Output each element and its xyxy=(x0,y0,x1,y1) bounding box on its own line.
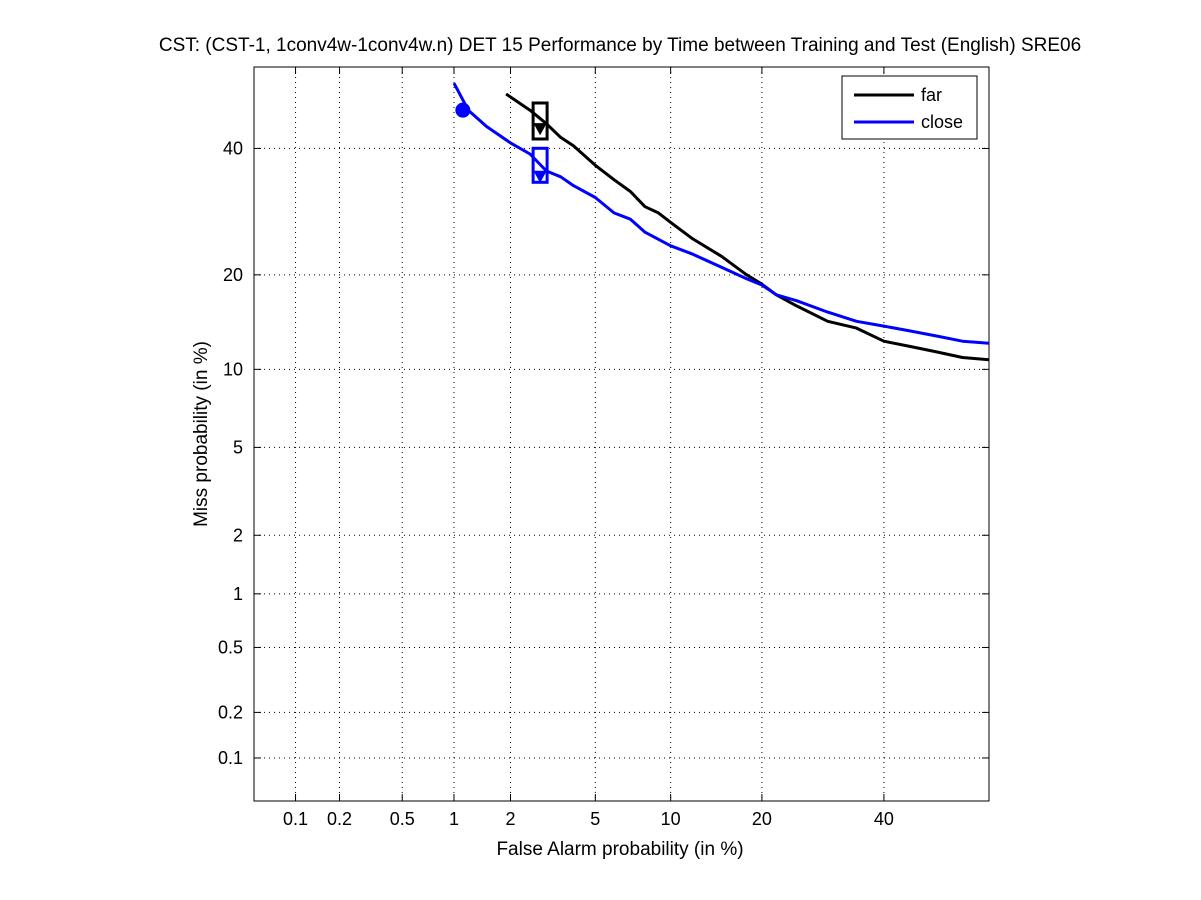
x-tick-label: 0.2 xyxy=(327,809,352,829)
x-tick-label: 10 xyxy=(661,809,681,829)
legend-label-far: far xyxy=(921,85,942,105)
min-marker-close xyxy=(455,102,471,118)
operating-marker-close xyxy=(533,170,547,183)
x-tick-label: 40 xyxy=(874,809,894,829)
y-tick-label: 5 xyxy=(233,437,243,457)
x-tick-label: 0.5 xyxy=(390,809,415,829)
legend-box xyxy=(841,75,978,140)
legend: far close xyxy=(841,75,978,140)
x-axis-ticks: 0.1 0.2 0.5 1 2 5 10 20 40 xyxy=(283,67,894,829)
y-tick-label: 20 xyxy=(223,265,243,285)
y-tick-label: 1 xyxy=(233,584,243,604)
y-axis-ticks: 0.1 0.2 0.5 1 2 5 10 20 40 xyxy=(218,138,989,768)
x-tick-label: 1 xyxy=(449,809,459,829)
y-tick-label: 10 xyxy=(223,359,243,379)
grid-lines xyxy=(254,67,989,801)
decision-marker-far xyxy=(531,101,549,141)
y-tick-label: 0.2 xyxy=(218,702,243,722)
plot-area-frame xyxy=(253,66,990,802)
operating-marker-far xyxy=(533,123,547,136)
x-axis-label: False Alarm probability (in %) xyxy=(496,839,743,860)
chart-title: CST: (CST-1, 1conv4w-1conv4w.n) DET 15 P… xyxy=(159,35,1081,56)
legend-label-close: close xyxy=(921,112,963,132)
x-tick-label: 20 xyxy=(752,809,772,829)
series-line-far xyxy=(505,92,989,362)
y-tick-label: 2 xyxy=(233,525,243,545)
y-tick-label: 0.5 xyxy=(218,637,243,657)
y-axis-label: Miss probability (in %) xyxy=(191,341,212,527)
y-tick-label: 0.1 xyxy=(218,748,243,768)
x-tick-label: 2 xyxy=(506,809,516,829)
x-tick-label: 5 xyxy=(590,809,600,829)
x-tick-label: 0.1 xyxy=(283,809,308,829)
y-tick-label: 40 xyxy=(223,138,243,158)
series-layer xyxy=(452,82,989,362)
